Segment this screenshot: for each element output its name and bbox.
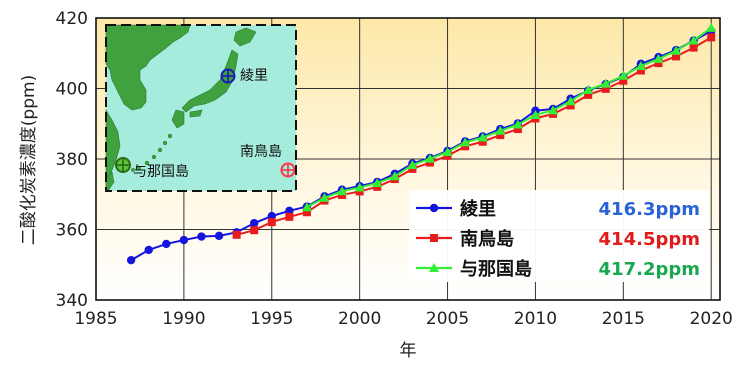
- legend-label-yonaguni: 与那国島: [460, 258, 532, 280]
- data-point-minamitorishima: [267, 218, 276, 227]
- ryori-marker: [220, 68, 236, 84]
- data-point-minamitorishima: [496, 131, 505, 140]
- data-point-yonaguni: [372, 177, 383, 187]
- data-point-minamitorishima: [584, 90, 593, 99]
- data-point-yonaguni: [688, 35, 699, 45]
- data-point-yonaguni: [477, 132, 488, 142]
- minamitorishima-label: 南鳥島: [240, 144, 282, 160]
- legend-value-minamitorishima: 414.5ppm: [599, 229, 700, 250]
- series-yonaguni: [301, 22, 717, 212]
- legend: 綾里 416.3ppm 南鳥島 414.5ppm 与那国島 417.2ppm: [409, 190, 709, 282]
- data-point-yonaguni: [653, 53, 664, 63]
- data-point-yonaguni: [460, 137, 471, 147]
- data-point-yonaguni: [530, 109, 541, 119]
- data-point-yonaguni: [354, 182, 365, 192]
- data-point-minamitorishima: [689, 43, 698, 52]
- data-point-minamitorishima: [478, 137, 487, 146]
- ryori-label: 綾里: [240, 68, 268, 84]
- x-tick-label: 2005: [426, 309, 469, 329]
- data-point-ryori: [249, 218, 259, 228]
- legend-value-ryori: 416.3ppm: [599, 199, 700, 220]
- legend-label-ryori: 綾里: [460, 198, 496, 220]
- x-tick-label: 1995: [250, 309, 293, 329]
- data-point-yonaguni: [583, 84, 594, 94]
- data-point-yonaguni: [618, 70, 629, 80]
- data-point-yonaguni: [319, 192, 330, 202]
- legend-marker-ryori: [429, 203, 439, 213]
- plot-area-frame: [95, 17, 721, 301]
- legend-label-minamitorishima: 南鳥島: [460, 228, 514, 250]
- x-tick-label: 2015: [602, 309, 645, 329]
- data-point-minamitorishima: [302, 208, 311, 217]
- x-axis-title: 年: [400, 341, 417, 361]
- y-tick-label: 400: [56, 80, 88, 100]
- data-point-minamitorishima: [619, 76, 628, 85]
- y-tick-label: 340: [56, 291, 88, 311]
- data-point-minamitorishima: [672, 52, 681, 61]
- legend-value-yonaguni: 417.2ppm: [599, 259, 700, 280]
- data-point-yonaguni: [337, 186, 348, 196]
- data-point-yonaguni: [565, 96, 576, 106]
- legend-box: [409, 190, 709, 282]
- x-tick-labels: 1985 1990 1995 2000 2005 2010 2015 2020: [74, 309, 732, 329]
- data-point-yonaguni: [495, 125, 506, 135]
- data-point-minamitorishima: [654, 59, 663, 68]
- series-layer: [126, 22, 717, 265]
- legend-marker-minamitorishima: [430, 234, 438, 242]
- data-point-minamitorishima: [232, 230, 241, 239]
- data-point-yonaguni: [407, 159, 418, 169]
- data-point-minamitorishima: [707, 33, 716, 42]
- x-tick-label: 2010: [514, 309, 557, 329]
- data-point-yonaguni: [600, 78, 611, 88]
- x-tick-label: 1985: [74, 309, 117, 329]
- y-tick-label: 380: [56, 150, 88, 170]
- series-line-minamitorishima: [236, 36, 712, 236]
- data-point-yonaguni: [548, 105, 559, 115]
- y-tick-label: 420: [56, 9, 88, 29]
- data-point-minamitorishima: [601, 84, 610, 93]
- x-tick-label: 1990: [162, 309, 205, 329]
- data-point-yonaguni: [424, 153, 435, 163]
- data-point-ryori: [126, 255, 136, 265]
- legend-marker-yonaguni: [429, 263, 439, 272]
- yonaguni-marker: [115, 157, 131, 173]
- data-point-yonaguni: [389, 171, 400, 181]
- data-point-minamitorishima: [636, 66, 645, 75]
- data-point-ryori: [179, 235, 189, 245]
- inset-map-border: [105, 24, 297, 192]
- data-point-yonaguni: [706, 22, 717, 32]
- y-tick-label: 360: [56, 221, 88, 241]
- y-axis-title: 二酸化炭素濃度(ppm): [19, 75, 39, 245]
- data-point-minamitorishima: [285, 212, 294, 221]
- data-point-minamitorishima: [250, 226, 259, 235]
- minamitorishima-marker: [280, 162, 296, 178]
- inset-map: 綾里 南鳥島 与那国島: [105, 24, 297, 192]
- x-tick-label: 2000: [338, 309, 381, 329]
- data-point-ryori: [214, 231, 224, 241]
- data-point-minamitorishima: [513, 125, 522, 134]
- data-point-ryori: [144, 245, 153, 255]
- data-point-yonaguni: [671, 45, 682, 55]
- data-point-yonaguni: [635, 60, 646, 70]
- x-tick-label: 2020: [690, 309, 733, 329]
- data-point-yonaguni: [301, 202, 312, 212]
- data-point-ryori: [162, 239, 171, 249]
- data-point-minamitorishima: [566, 101, 575, 110]
- yonaguni-label: 与那国島: [133, 164, 189, 180]
- data-point-yonaguni: [512, 119, 523, 129]
- data-point-ryori: [197, 232, 206, 241]
- y-tick-labels: 340 360 380 400 420: [56, 9, 88, 311]
- data-point-yonaguni: [442, 146, 453, 156]
